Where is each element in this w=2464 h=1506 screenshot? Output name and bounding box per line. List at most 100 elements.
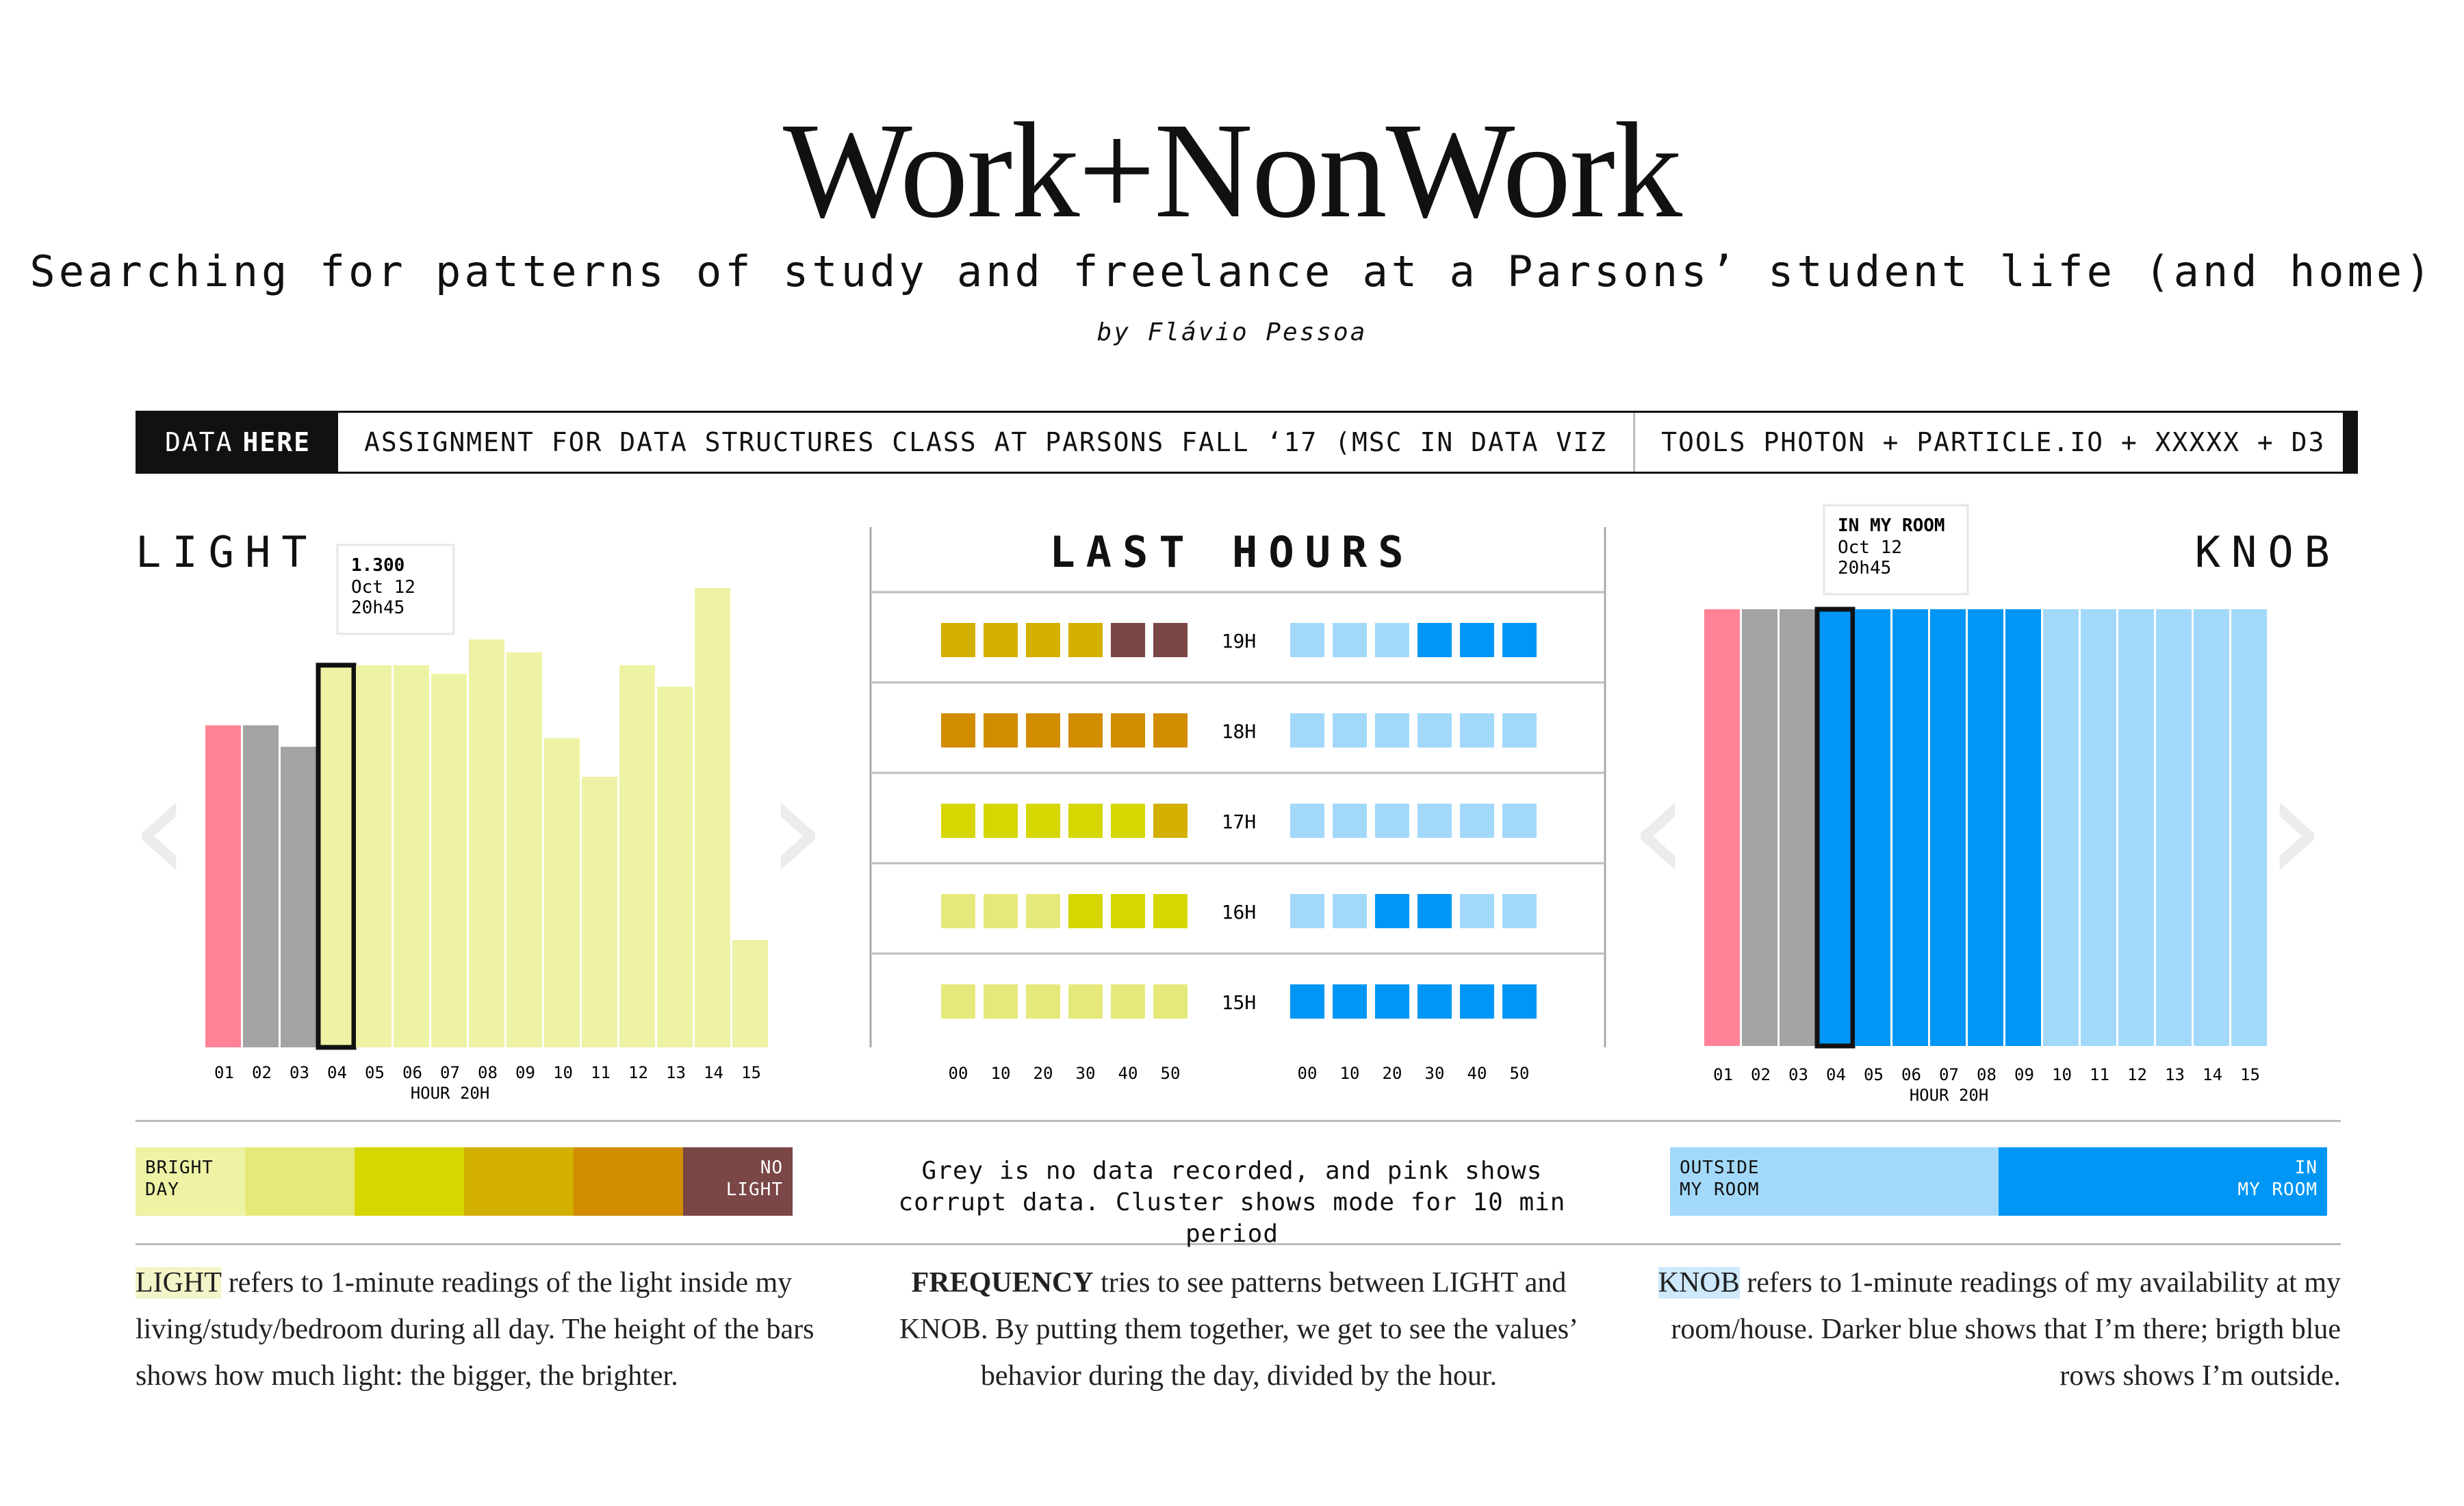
light-cell	[1068, 623, 1103, 657]
knob-cell	[1333, 984, 1367, 1019]
knob-cell	[1502, 804, 1537, 838]
knob-cell	[1290, 984, 1324, 1019]
light-cell	[1153, 713, 1188, 748]
frequency-description: FREQUENCY tries to see patterns between …	[883, 1260, 1595, 1399]
legend-level-5	[574, 1147, 683, 1216]
light-cell	[1153, 804, 1188, 838]
knob-cell	[1502, 984, 1537, 1019]
knob-bar	[1930, 609, 1966, 1046]
legend-no-label: NO	[760, 1158, 783, 1178]
light-cell	[1026, 894, 1060, 928]
knob-cell	[1460, 984, 1494, 1019]
legend-bright-label: BRIGHT	[145, 1158, 214, 1178]
legend-level-2	[245, 1147, 355, 1216]
light-legend: BRIGHT DAY NO LIGHT	[136, 1147, 793, 1216]
knob-bar	[1704, 609, 1740, 1046]
data-here-link[interactable]: DATA HERE	[138, 413, 339, 472]
knob-tooltip-date: Oct 12	[1838, 537, 1902, 558]
light-tick-label: 15	[741, 1063, 761, 1082]
light-bar	[657, 687, 693, 1047]
hours-knob-tick: 50	[1510, 1064, 1530, 1083]
knob-tick-label: 04	[1826, 1065, 1846, 1084]
knob-tick-label: 10	[2052, 1065, 2072, 1084]
light-tick-label: 02	[252, 1063, 272, 1082]
knob-bar	[2118, 609, 2154, 1046]
knob-bar	[1855, 609, 1890, 1046]
light-bar	[205, 725, 241, 1047]
knob-keyword: KNOB	[1658, 1267, 1740, 1299]
knob-tick-label: 07	[1939, 1065, 1959, 1084]
light-tooltip-time: 20h45	[351, 598, 405, 618]
legend-outside: OUTSIDE MY ROOM	[1670, 1147, 1999, 1216]
legend-no-light: NO LIGHT	[683, 1147, 793, 1216]
legend-level-4	[464, 1147, 574, 1216]
knob-cell	[1375, 894, 1409, 928]
knob-bar	[1780, 609, 1815, 1046]
light-cell	[984, 984, 1018, 1019]
legend-light-label: LIGHT	[726, 1179, 783, 1200]
knob-next-arrow-icon[interactable]: ›	[2266, 741, 2326, 916]
knob-x-axis-label: HOUR 20H	[1910, 1086, 1989, 1105]
knob-bar	[2043, 609, 2079, 1046]
light-next-arrow-icon[interactable]: ›	[767, 741, 827, 916]
knob-cell	[1333, 894, 1367, 928]
hour-label: 16H	[1222, 901, 1257, 923]
divider-top	[136, 1120, 2341, 1122]
knob-tick-label: 14	[2203, 1065, 2222, 1084]
light-bar	[243, 725, 279, 1047]
knob-cell	[1375, 623, 1409, 657]
light-prev-arrow-icon[interactable]: ‹	[130, 741, 190, 916]
light-description-text: refers to 1-minute readings of the light…	[136, 1267, 814, 1392]
legend-myroom-label: MY ROOM	[1680, 1179, 1760, 1200]
legend-day-label: DAY	[145, 1179, 179, 1200]
hours-light-tick: 40	[1118, 1064, 1138, 1083]
knob-cell	[1375, 713, 1409, 748]
knob-cell	[1333, 804, 1367, 838]
knob-cell	[1502, 623, 1537, 657]
light-cell	[1068, 713, 1103, 748]
page-subtitle: Searching for patterns of study and free…	[29, 246, 2435, 296]
knob-cell	[1375, 984, 1409, 1019]
page-title: Work+NonWork	[783, 95, 1682, 246]
knob-tick-label: 06	[1901, 1065, 1921, 1084]
light-cell	[1068, 984, 1103, 1019]
hours-knob-tick: 30	[1425, 1064, 1445, 1083]
knob-bar	[1968, 609, 2003, 1046]
light-cell	[1068, 894, 1103, 928]
light-cell	[941, 804, 975, 838]
light-tick-label: 09	[515, 1063, 535, 1082]
knob-cell	[1290, 713, 1324, 748]
frequency-description-text: tries to see patterns between LIGHT and …	[899, 1267, 1579, 1392]
assignment-text: ASSIGNMENT FOR DATA STRUCTURES CLASS AT …	[364, 427, 1608, 457]
light-description: LIGHT refers to 1-minute readings of the…	[136, 1260, 847, 1399]
knob-tick-label: 13	[2165, 1065, 2185, 1084]
knob-tooltip-box	[1823, 504, 1969, 596]
knob-cell	[1417, 804, 1452, 838]
light-chart: 01 02 03 04 05 06 07 08 09 10 11 12 13 14 15 HOUR 20H 1.…	[205, 544, 768, 1103]
light-cell	[1111, 713, 1145, 748]
light-tooltip-box	[336, 544, 455, 635]
last-hours-section-title: LAST HOURS	[1049, 527, 1415, 577]
knob-prev-arrow-icon[interactable]: ‹	[1629, 741, 1689, 916]
knob-description-text: refers to 1-minute readings of my availa…	[1671, 1267, 2341, 1392]
knob-cell	[1417, 713, 1452, 748]
light-cell	[1111, 623, 1145, 657]
legend-outside-label: OUTSIDE	[1680, 1158, 1760, 1178]
light-bar	[281, 746, 316, 1047]
light-bar	[394, 665, 429, 1047]
divider-bottom	[136, 1243, 2341, 1245]
hours-light-tick: 00	[949, 1064, 968, 1083]
knob-bar	[2005, 609, 2041, 1046]
hour-label: 15H	[1222, 991, 1257, 1014]
hours-knob-tick: 20	[1383, 1064, 1402, 1083]
light-cell	[1111, 804, 1145, 838]
knob-cell	[1333, 713, 1367, 748]
legend-note: Grey is no data recorded, and pink shows…	[898, 1157, 1566, 1248]
light-cell	[941, 894, 975, 928]
author-line: by Flávio Pessoa	[1096, 318, 1368, 346]
hour-label: 19H	[1222, 630, 1257, 652]
hours-knob-tick: 00	[1298, 1064, 1318, 1083]
light-tick-label: 13	[666, 1063, 686, 1082]
knob-bar	[2231, 609, 2267, 1046]
knob-bar	[1892, 609, 1928, 1046]
